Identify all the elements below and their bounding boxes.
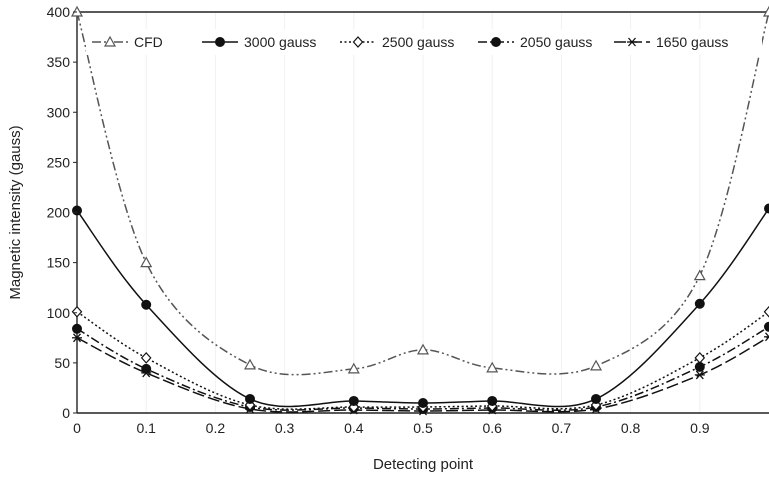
legend-label: 2050 gauss xyxy=(520,34,592,50)
grid xyxy=(145,12,701,413)
data-point-marker xyxy=(694,298,705,309)
x-tick-label: 0.7 xyxy=(552,420,572,436)
tick-labels: 0 50 100 150 200 250 300 350 400 0 0.1 0.2 0.3 0.4 0.5… xyxy=(47,4,710,436)
y-tick-label: 50 xyxy=(54,355,70,371)
data-point-marker xyxy=(141,299,152,310)
data-point-marker xyxy=(352,36,364,48)
data-point-marker xyxy=(140,256,153,268)
legend: CFD 3000 gauss 2500 gauss 2050 gauss 1650 ga… xyxy=(86,29,762,55)
data-point-marker xyxy=(491,37,501,47)
x-tick-label: 0.3 xyxy=(275,420,295,436)
y-tick-label: 300 xyxy=(47,104,71,120)
data-point-marker xyxy=(627,37,637,47)
series-2500-gauss xyxy=(71,305,769,413)
x-tick-label: 0.2 xyxy=(206,420,226,436)
y-tick-label: 250 xyxy=(47,154,71,170)
legend-label: 2500 gauss xyxy=(382,34,454,50)
data-point-marker xyxy=(140,351,152,364)
y-tick-label: 400 xyxy=(47,4,71,20)
data-point-marker xyxy=(694,370,705,380)
x-tick-label: 0.5 xyxy=(413,420,433,436)
data-point-marker xyxy=(589,359,603,371)
data-point-marker xyxy=(693,269,706,281)
legend-label: 3000 gauss xyxy=(244,34,316,50)
data-point-marker xyxy=(215,37,225,47)
data-point-marker xyxy=(416,343,430,355)
x-tick-label: 0 xyxy=(73,420,81,436)
data-point-marker xyxy=(245,393,255,404)
y-tick-label: 0 xyxy=(62,405,70,421)
x-tick-label: 0.9 xyxy=(690,420,710,436)
data-point-marker xyxy=(764,321,769,332)
data-point-marker xyxy=(72,205,82,216)
y-tick-label: 100 xyxy=(47,305,71,321)
data-point-marker xyxy=(763,305,769,318)
data-point-marker xyxy=(487,395,498,406)
y-axis-title: Magnetic intensity (gauss) xyxy=(7,125,24,299)
x-tick-label: 0.1 xyxy=(136,420,156,436)
data-point-marker xyxy=(591,393,601,404)
legend-item: 2050 gauss xyxy=(478,34,592,50)
x-tick-label: 0.8 xyxy=(621,420,641,436)
data-point-marker xyxy=(141,363,152,374)
x-axis-title: Detecting point xyxy=(373,456,474,473)
data-point-marker xyxy=(243,358,257,370)
x-tick-label: 0.6 xyxy=(482,420,502,436)
series-cfd xyxy=(70,5,769,376)
data-point-marker xyxy=(764,203,769,214)
y-tick-label: 350 xyxy=(47,54,71,70)
data-point-marker xyxy=(347,362,360,374)
data-point-marker xyxy=(72,323,82,334)
y-tick-label: 150 xyxy=(47,255,71,271)
data-point-marker xyxy=(694,351,706,364)
y-tick-label: 200 xyxy=(47,205,71,221)
data-point-marker xyxy=(486,361,499,373)
data-point-marker xyxy=(764,332,769,342)
legend-label: 1650 gauss xyxy=(656,34,728,50)
legend-item: 1650 gauss xyxy=(614,34,728,50)
data-point-marker xyxy=(71,305,83,318)
data-point-marker xyxy=(762,5,769,17)
legend-label: CFD xyxy=(134,34,163,50)
data-point-marker xyxy=(103,35,117,47)
data-point-marker xyxy=(418,397,428,408)
series-3000-gauss xyxy=(72,203,769,408)
legend-item: 3000 gauss xyxy=(202,34,316,50)
legend-item: CFD xyxy=(92,34,163,50)
legend-item: 2500 gauss xyxy=(340,34,454,50)
data-point-marker xyxy=(348,395,359,406)
data-point-marker xyxy=(72,333,82,343)
plot-area xyxy=(70,5,769,416)
x-tick-label: 0.4 xyxy=(344,420,364,436)
